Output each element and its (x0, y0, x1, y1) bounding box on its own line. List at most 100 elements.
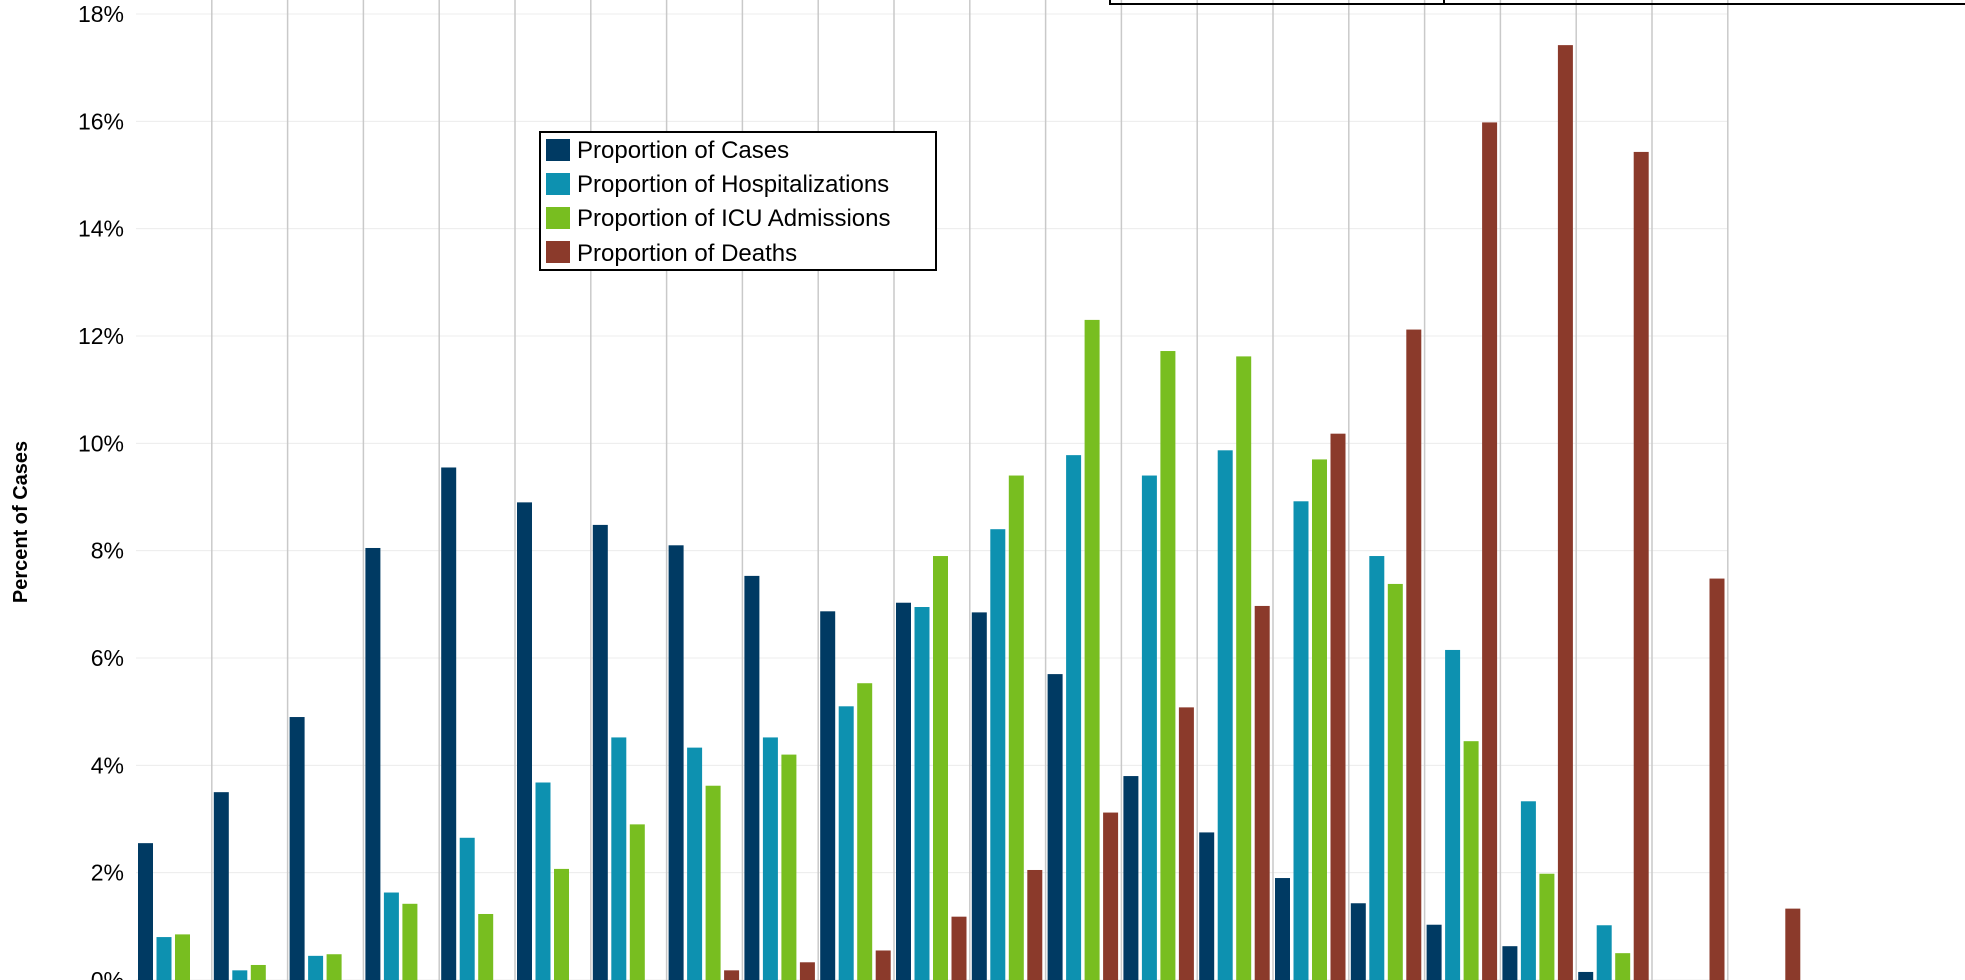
bar-deaths (1103, 812, 1119, 980)
bar-deaths (875, 950, 891, 980)
bar-cases (971, 612, 987, 980)
legend-label-deaths: Proportion of Deaths (577, 240, 797, 267)
bar-cases (1350, 903, 1366, 980)
bar-hospitalizations (1596, 925, 1612, 980)
bar-cases (517, 502, 532, 980)
y-tick-label: 2% (91, 860, 124, 886)
bar-icu-admissions (933, 556, 948, 980)
bar-icu-admissions (478, 913, 494, 980)
bar-deaths (724, 970, 740, 980)
legend-label-icu-admissions: Proportion of ICU Admissions (577, 205, 890, 232)
bar-icu-admissions (402, 903, 418, 980)
legend-swatch-icu-admissions (546, 207, 570, 229)
bar-hospitalizations (914, 607, 930, 980)
bar-icu-admissions (1008, 475, 1024, 980)
bar-hospitalizations (232, 970, 248, 980)
bar-cases (668, 545, 684, 980)
bar-cases (1047, 674, 1063, 980)
legend-swatch-cases (546, 139, 570, 161)
bar-icu-admissions (1539, 873, 1555, 980)
bar-deaths (1254, 605, 1270, 980)
bar-cases (820, 611, 836, 980)
y-tick-label: 4% (91, 752, 124, 778)
bar-hospitalizations (1141, 475, 1157, 980)
bar-icu-admissions (250, 964, 266, 980)
y-tick-label: 8% (91, 538, 124, 564)
legend-entry-icu-admissions: Proportion of ICU Admissions (546, 205, 890, 232)
bar-cases (592, 524, 608, 980)
bar-icu-admissions (554, 868, 569, 980)
y-tick-label: 10% (78, 430, 124, 456)
bar-cases (441, 467, 457, 980)
bar-cases (213, 792, 229, 980)
bar-icu-admissions (629, 824, 645, 980)
y-tick-label: 6% (91, 645, 124, 671)
bar-icu-admissions (1615, 953, 1631, 980)
bar-deaths (1709, 578, 1725, 980)
bar-icu-admissions (1236, 356, 1252, 980)
bar-deaths (1633, 151, 1649, 980)
bar-hospitalizations (1445, 649, 1461, 980)
legend-box (539, 131, 937, 271)
bar-cases (1123, 776, 1139, 980)
bar-icu-admissions (1387, 583, 1403, 980)
cropped-annotation-box (1109, 0, 1965, 5)
bar-hospitalizations (1066, 455, 1082, 980)
bar-hospitalizations (990, 529, 1006, 980)
bar-hospitalizations (1293, 501, 1309, 980)
bar-icu-admissions (857, 683, 873, 980)
legend-entry-cases: Proportion of Cases (546, 137, 789, 164)
y-tick-label: 14% (78, 216, 124, 242)
legend-label-hospitalizations: Proportion of Hospitalizations (577, 171, 889, 198)
bar-deaths (1557, 45, 1573, 980)
bar-icu-admissions (326, 954, 342, 980)
bar-cases (744, 575, 760, 980)
bar-icu-admissions (781, 754, 797, 980)
bar-cases (896, 602, 911, 980)
y-tick-label: 0% (91, 967, 124, 980)
y-axis-title: Percent of Cases (10, 441, 32, 603)
bar-cases (1199, 832, 1215, 980)
bar-cases (1426, 924, 1442, 980)
bar-deaths (1178, 707, 1194, 980)
bar-hospitalizations (1520, 801, 1536, 980)
legend-label-cases: Proportion of Cases (577, 137, 789, 164)
bar-icu-admissions (1084, 319, 1100, 980)
legend-entry-hospitalizations: Proportion of Hospitalizations (546, 171, 889, 198)
y-tick-label: 18% (78, 1, 124, 27)
bar-hospitalizations (611, 737, 627, 980)
bar-icu-admissions (1463, 741, 1479, 980)
bar-cases (1502, 946, 1518, 980)
y-tick-label: 12% (78, 323, 124, 349)
bar-hospitalizations (308, 955, 324, 980)
bar-deaths (1406, 329, 1422, 980)
bar-hospitalizations (459, 837, 475, 980)
bar-icu-admissions (1312, 459, 1327, 980)
bar-icu-admissions (705, 785, 721, 980)
legend-entry-deaths: Proportion of Deaths (546, 240, 797, 267)
legend-swatch-hospitalizations (546, 173, 570, 195)
y-tick-label: 16% (78, 108, 124, 134)
bar-cases (1578, 971, 1594, 980)
bar-hospitalizations (535, 782, 551, 980)
bar-deaths (799, 962, 815, 980)
bar-deaths (951, 916, 967, 980)
bar-hospitalizations (383, 892, 399, 980)
bar-cases (365, 547, 381, 980)
y-tick-labels: 0% 2% 4% 6% 8% 10% 12% 14% 16% 18% (78, 1, 124, 980)
bar-hospitalizations (1217, 450, 1233, 980)
bar-deaths (1482, 122, 1498, 980)
bar-series (138, 45, 1801, 980)
legend: Proportion of Cases Proportion of Hospit… (539, 131, 937, 271)
legend-swatch-deaths (546, 241, 570, 263)
bar-cases (1275, 878, 1290, 980)
bar-hospitalizations (687, 747, 703, 980)
bar-cases (138, 843, 153, 980)
horizontal-gridlines (136, 13, 1728, 980)
bar-icu-admissions (1160, 351, 1176, 980)
bar-cases (289, 717, 305, 980)
bar-deaths (1027, 869, 1043, 980)
bar-hospitalizations (762, 737, 778, 980)
bar-deaths (1330, 433, 1346, 980)
